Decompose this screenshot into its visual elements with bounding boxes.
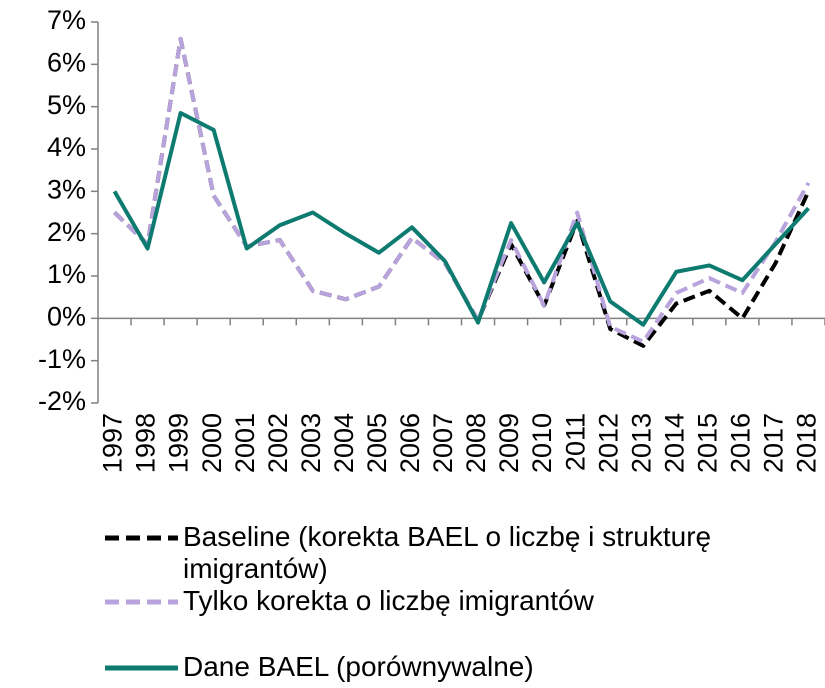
y-tick-label: -2%: [38, 386, 86, 416]
x-tick-label: 2002: [263, 413, 293, 473]
x-tick-label: 2014: [659, 413, 689, 473]
series-line: [113, 36, 811, 344]
y-tick-label: 2%: [47, 217, 86, 247]
y-tick-label: 1%: [47, 259, 86, 289]
x-tick-label: 1997: [98, 413, 128, 473]
y-tick-label: 5%: [47, 90, 86, 120]
legend-label: Baseline (korekta BAEL o liczbę i strukt…: [183, 521, 712, 584]
y-tick-label: -1%: [38, 344, 86, 374]
x-tick-label: 2016: [726, 413, 756, 473]
x-tick-label: 2000: [197, 413, 227, 473]
x-tick-label: 2005: [362, 413, 392, 473]
x-tick-label: 2008: [461, 413, 491, 473]
series-line: [113, 36, 811, 348]
x-tick-label: 2007: [428, 413, 458, 473]
x-tick-label: 2010: [527, 413, 557, 473]
legend-label: Tylko korekta o liczbę imigrantów: [183, 585, 594, 616]
x-tick-label: 2003: [296, 413, 326, 473]
y-tick-label: 0%: [47, 301, 86, 331]
x-tick-label: 1998: [131, 413, 161, 473]
legend-label: Dane BAEL (porównywalne): [183, 651, 534, 682]
y-tick-label: 4%: [47, 132, 86, 162]
y-tick-label: 6%: [47, 47, 86, 77]
x-tick-label: 2012: [593, 413, 623, 473]
x-tick-label: 2015: [692, 413, 722, 473]
x-tick-label: 2011: [560, 413, 590, 471]
y-tick-label: 7%: [47, 5, 86, 35]
x-tick-label: 2006: [395, 413, 425, 473]
x-tick-label: 1999: [164, 413, 194, 473]
x-tick-label: 2001: [230, 413, 260, 473]
x-tick-label: 2013: [626, 413, 656, 473]
x-tick-label: 2018: [792, 413, 822, 473]
x-tick-label: 2009: [494, 413, 524, 473]
y-tick-label: 3%: [47, 174, 86, 204]
series-line: [112, 111, 810, 327]
x-tick-label: 2004: [329, 413, 359, 473]
x-tick-label: 2017: [759, 413, 789, 473]
